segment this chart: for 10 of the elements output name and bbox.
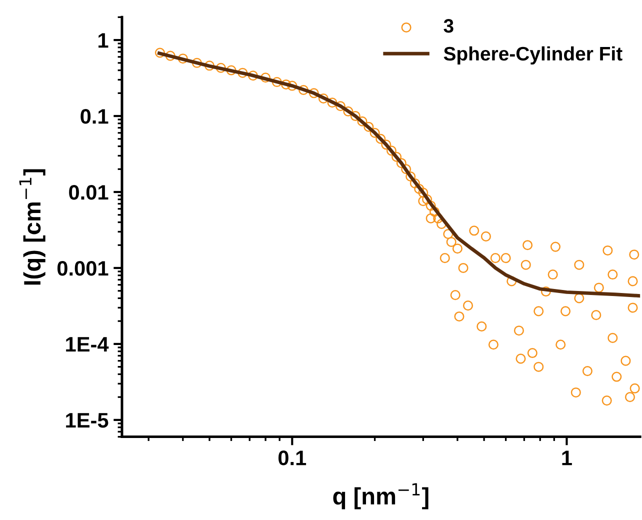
legend-label: 3 (444, 19, 454, 33)
y-tick-label: 1E-4 (66, 337, 109, 352)
y-tick-label: 1E-5 (66, 413, 108, 428)
y-tick-label: 0.001 (57, 260, 108, 276)
y-tick-label: 0.1 (80, 109, 108, 124)
y-tick-label: 1 (98, 33, 108, 48)
legend-label: Sphere-Cylinder Fit (444, 46, 622, 64)
y-axis-title: I(q) [cm$^{−1}$] (19, 169, 46, 285)
y-tick-label: 0.01 (69, 185, 108, 200)
x-axis-title: q [nm$^{−1}$] (333, 483, 428, 510)
